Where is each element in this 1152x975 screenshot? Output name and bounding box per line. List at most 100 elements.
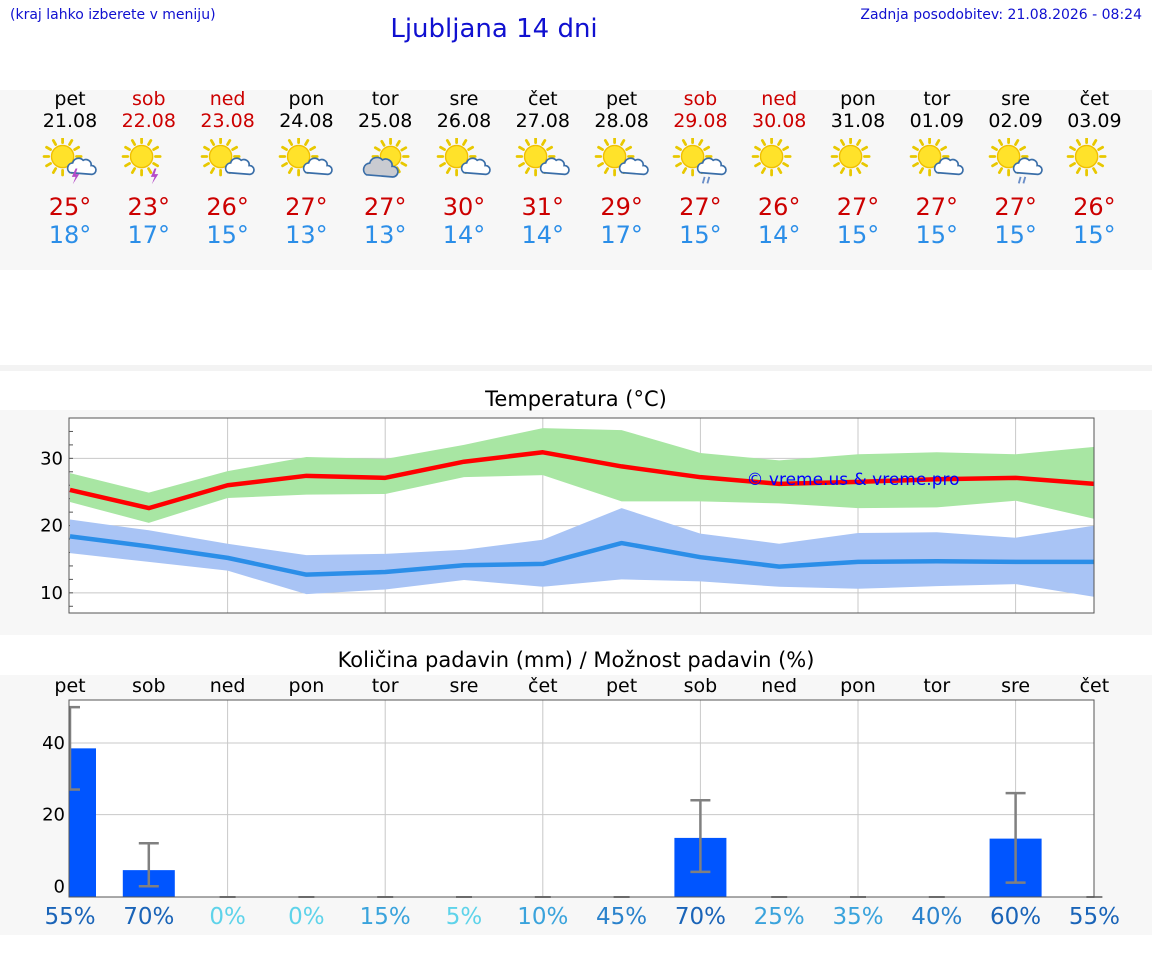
min-temperature: 17° bbox=[600, 221, 643, 249]
sun-rays bbox=[673, 138, 713, 177]
separator bbox=[0, 365, 1152, 371]
day-label: ned bbox=[761, 675, 798, 697]
day-date: 27.08 bbox=[515, 110, 570, 132]
max-temperature: 26° bbox=[1073, 193, 1116, 221]
error-bar bbox=[1005, 791, 1026, 884]
day-date: 22.08 bbox=[121, 110, 176, 132]
temperature-chart: 10 20 30 © vreme.us & vreme.pro bbox=[40, 417, 1095, 614]
precipitation-probability: 10% bbox=[517, 904, 569, 930]
day-label: ned bbox=[209, 675, 246, 697]
day-name: čet bbox=[1079, 88, 1110, 110]
day-name: pet bbox=[54, 88, 86, 110]
day-name: tor bbox=[371, 88, 399, 110]
max-temperature: 29° bbox=[600, 193, 643, 221]
precipitation-probability: 55% bbox=[44, 904, 96, 930]
day-label: čet bbox=[528, 675, 558, 697]
cloud-sun-icon bbox=[362, 138, 410, 178]
sun-cloud-rain-icon bbox=[988, 138, 1043, 184]
precipitation-probability: 5% bbox=[445, 904, 483, 930]
max-temperature: 27° bbox=[994, 193, 1037, 221]
day-name: sre bbox=[1001, 88, 1031, 110]
precipitation-chart: 0 20 40 bbox=[42, 699, 1103, 898]
sun-rays bbox=[1067, 138, 1107, 177]
max-temperature: 30° bbox=[442, 193, 486, 221]
min-temperature: 15° bbox=[206, 221, 249, 249]
day-column: ned 30.08 26° 14° bbox=[739, 88, 819, 250]
day-name: ned bbox=[761, 88, 798, 110]
day-column: sob 29.08 27° 15° bbox=[660, 88, 740, 250]
sun-thunder-icon bbox=[121, 138, 162, 185]
daily-forecast-strip bbox=[0, 90, 1152, 270]
sun-icon bbox=[830, 138, 871, 177]
sun-cloud-icon bbox=[436, 138, 491, 177]
day-name: sob bbox=[132, 88, 166, 110]
day-name: sre bbox=[449, 88, 479, 110]
day-date: 23.08 bbox=[200, 110, 255, 132]
plot-area bbox=[69, 700, 1094, 897]
min-temperature: 15° bbox=[915, 221, 959, 249]
max-temperature: 26° bbox=[206, 193, 249, 221]
page-title: Ljubljana 14 dni bbox=[390, 14, 598, 44]
day-label: čet bbox=[1079, 675, 1110, 697]
day-label: tor bbox=[923, 675, 951, 697]
min-temperature: 18° bbox=[48, 221, 92, 249]
y-tick-label: 10 bbox=[40, 583, 63, 604]
day-name: pon bbox=[840, 88, 876, 110]
min-temperature: 15° bbox=[836, 221, 880, 249]
y-tick-label: 30 bbox=[40, 448, 63, 469]
day-date: 30.08 bbox=[751, 110, 807, 132]
error-bar bbox=[68, 705, 80, 791]
watermark: © vreme.us & vreme.pro bbox=[746, 470, 959, 490]
precipitation-probability: 0% bbox=[288, 904, 325, 930]
day-column: sre 02.09 27° 15° bbox=[976, 88, 1056, 250]
min-temperature: 15° bbox=[679, 221, 722, 249]
plot-frame bbox=[68, 699, 1095, 898]
sun-rays bbox=[751, 138, 792, 177]
day-column: pon 24.08 27° 13° bbox=[266, 88, 346, 250]
precipitation-probability: 15% bbox=[359, 904, 411, 930]
max-temperature: 23° bbox=[127, 193, 171, 221]
day-label: sob bbox=[683, 675, 718, 697]
min-temperature: 14° bbox=[521, 221, 565, 249]
day-date: 24.08 bbox=[279, 110, 334, 132]
min-temperature: 15° bbox=[994, 221, 1037, 249]
day-label: sob bbox=[132, 675, 166, 697]
temperature-chart-title: Temperatura (°C) bbox=[485, 387, 667, 411]
sun-icon bbox=[751, 138, 792, 177]
sun-cloud-icon bbox=[279, 138, 334, 177]
precipitation-probability: 55% bbox=[1068, 904, 1120, 930]
day-label: sre bbox=[449, 675, 479, 697]
y-tick-label: 0 bbox=[54, 876, 65, 897]
day-date: 02.09 bbox=[988, 110, 1043, 132]
day-label: sre bbox=[1001, 675, 1031, 697]
day-name: ned bbox=[209, 88, 246, 110]
max-temperature-line bbox=[69, 450, 1095, 511]
day-date: 21.08 bbox=[42, 110, 98, 132]
day-date: 25.08 bbox=[357, 110, 413, 132]
max-temperature: 27° bbox=[915, 193, 959, 221]
day-name: pet bbox=[605, 88, 638, 110]
day-label: pon bbox=[840, 675, 876, 697]
max-temperature: 27° bbox=[836, 193, 880, 221]
error-bar bbox=[690, 799, 711, 874]
min-temperature: 15° bbox=[1073, 221, 1116, 249]
day-column: sre 26.08 30° 14° bbox=[424, 88, 504, 250]
min-temperature: 13° bbox=[363, 221, 407, 249]
sun-rays bbox=[121, 138, 162, 177]
sun-rays bbox=[830, 138, 871, 177]
max-temperature: 31° bbox=[521, 193, 565, 221]
max-temperature: 27° bbox=[285, 193, 328, 221]
precipitation-probability: 70% bbox=[123, 904, 175, 930]
day-date: 28.08 bbox=[594, 110, 649, 132]
day-date: 31.08 bbox=[830, 110, 886, 132]
min-temperature: 13° bbox=[285, 221, 328, 249]
min-temperature: 14° bbox=[442, 221, 486, 249]
day-column: tor 25.08 27° 13° bbox=[345, 88, 425, 250]
error-bar bbox=[138, 842, 159, 888]
last-updated: Zadnja posodobitev: 21.08.2026 - 08:24 bbox=[860, 7, 1142, 23]
sun-cloud-rain-icon bbox=[673, 138, 728, 184]
region-menu-hint[interactable]: (kraj lahko izberete v meniju) bbox=[10, 7, 216, 23]
day-name: čet bbox=[528, 88, 558, 110]
day-column: čet 27.08 31° 14° bbox=[503, 88, 583, 250]
sun-cloud-icon bbox=[200, 138, 255, 177]
